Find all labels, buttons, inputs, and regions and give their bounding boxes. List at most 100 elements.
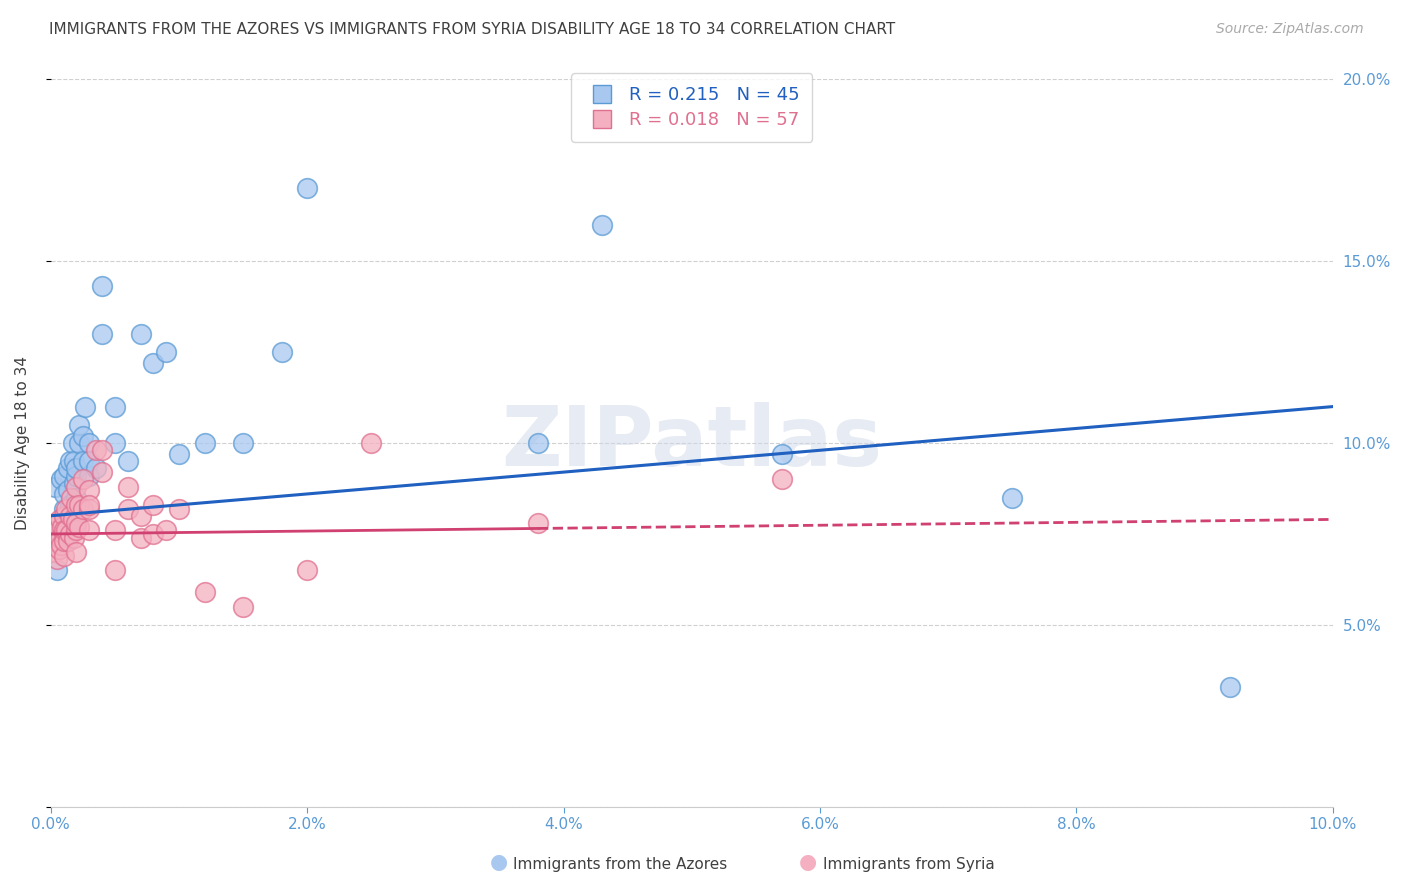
Point [527, 516, 550, 530]
Point [52, 501, 75, 516]
Point [117, 480, 139, 494]
Point [65, 461, 87, 475]
Point [527, 436, 550, 450]
Point [42, 527, 65, 541]
Point [41, 538, 63, 552]
Point [65, 545, 87, 559]
Point [72, 428, 94, 442]
Text: ●: ● [491, 853, 508, 872]
Point [52, 534, 75, 549]
Point [770, 447, 793, 461]
Point [48, 541, 70, 556]
Point [129, 508, 152, 523]
Text: IMMIGRANTS FROM THE AZORES VS IMMIGRANTS FROM SYRIA DISABILITY AGE 18 TO 34 CORR: IMMIGRANTS FROM THE AZORES VS IMMIGRANTS… [49, 22, 896, 37]
Point [49, 472, 72, 486]
Point [104, 524, 127, 538]
Point [770, 472, 793, 486]
Point [79, 454, 101, 468]
Point [63, 476, 86, 491]
Point [62, 512, 84, 526]
Point [67, 498, 90, 512]
Point [155, 345, 177, 359]
Point [56, 461, 79, 475]
Point [591, 218, 613, 232]
Point [155, 524, 177, 538]
Point [65, 480, 87, 494]
Point [79, 483, 101, 498]
Point [44, 545, 66, 559]
Point [52, 524, 75, 538]
Point [91, 465, 114, 479]
Point [59, 498, 82, 512]
Point [65, 516, 87, 530]
Text: Source: ZipAtlas.com: Source: ZipAtlas.com [1216, 22, 1364, 37]
Point [67, 417, 90, 432]
Point [52, 468, 75, 483]
Point [65, 468, 87, 483]
Point [46, 563, 69, 577]
Point [56, 534, 79, 549]
Point [79, 498, 101, 512]
Point [67, 519, 90, 533]
Point [1219, 680, 1241, 694]
Point [1001, 491, 1024, 505]
Point [79, 436, 101, 450]
Point [67, 436, 90, 450]
Point [104, 400, 127, 414]
Legend: R = 0.215   N = 45, R = 0.018   N = 57: R = 0.215 N = 45, R = 0.018 N = 57 [571, 73, 813, 142]
Point [46, 524, 69, 538]
Point [129, 326, 152, 341]
Point [142, 356, 165, 370]
Point [232, 599, 254, 614]
Point [167, 501, 190, 516]
Point [65, 491, 87, 505]
Point [46, 552, 69, 566]
Point [44, 480, 66, 494]
Point [63, 454, 86, 468]
Point [65, 498, 87, 512]
Text: Immigrants from the Azores: Immigrants from the Azores [513, 857, 727, 872]
Point [104, 563, 127, 577]
Point [65, 524, 87, 538]
Point [59, 527, 82, 541]
Point [51, 519, 73, 533]
Point [91, 279, 114, 293]
Point [142, 498, 165, 512]
Text: ●: ● [800, 853, 817, 872]
Point [270, 345, 292, 359]
Point [194, 436, 217, 450]
Point [91, 326, 114, 341]
Point [297, 563, 319, 577]
Point [55, 501, 77, 516]
Point [72, 472, 94, 486]
Point [129, 531, 152, 545]
Point [52, 527, 75, 541]
Point [75, 400, 97, 414]
Point [49, 531, 72, 545]
Point [297, 181, 319, 195]
Point [52, 549, 75, 563]
Point [104, 436, 127, 450]
Point [79, 524, 101, 538]
Point [63, 531, 86, 545]
Point [56, 483, 79, 498]
Point [49, 538, 72, 552]
Point [60, 491, 83, 505]
Point [52, 508, 75, 523]
Point [84, 443, 107, 458]
Point [49, 512, 72, 526]
Point [62, 436, 84, 450]
Point [117, 454, 139, 468]
Text: Immigrants from Syria: Immigrants from Syria [823, 857, 994, 872]
Point [65, 516, 87, 530]
Point [360, 436, 382, 450]
Point [44, 516, 66, 530]
Y-axis label: Disability Age 18 to 34: Disability Age 18 to 34 [15, 356, 30, 530]
Point [72, 501, 94, 516]
Point [72, 454, 94, 468]
Text: ZIPatlas: ZIPatlas [502, 402, 883, 483]
Point [91, 443, 114, 458]
Point [232, 436, 254, 450]
Point [59, 508, 82, 523]
Point [117, 501, 139, 516]
